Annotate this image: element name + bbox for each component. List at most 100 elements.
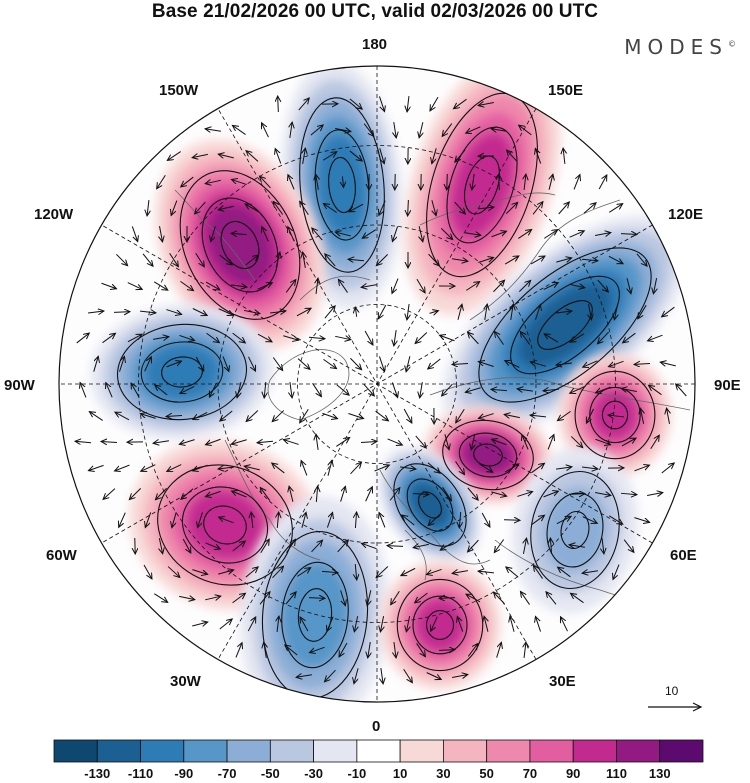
contour-line (406, 478, 454, 532)
wind-arrow (465, 387, 481, 393)
wind-arrow (350, 357, 361, 369)
wind-arrow (400, 467, 416, 469)
wind-arrow (323, 358, 336, 368)
colorbar-tick-label: -50 (260, 766, 280, 781)
wind-arrow (608, 360, 624, 366)
wind-arrow (478, 413, 494, 419)
wind-arrow (192, 622, 207, 626)
wind-arrow (416, 278, 425, 293)
lon-label-0: 0 (372, 718, 381, 735)
wind-arrow (636, 253, 647, 266)
wind-arrow (172, 512, 177, 527)
wind-arrow (285, 645, 298, 656)
wind-arrow (550, 538, 551, 555)
wind-arrow (316, 174, 319, 190)
wind-arrow (262, 123, 269, 138)
wind-arrow (419, 122, 423, 138)
wind-arrow (336, 384, 349, 395)
wind-arrow (219, 254, 233, 265)
colorbar-tick-label: -90 (174, 766, 194, 781)
wind-arrow (530, 256, 545, 265)
wind-arrow (360, 441, 377, 442)
reference-vector-label: 10 (665, 684, 679, 698)
wind-arrow (465, 233, 481, 236)
lon-label-90w: 90W (4, 377, 35, 394)
wind-arrow (563, 148, 565, 165)
wind-arrow (286, 539, 296, 553)
wind-arrow (155, 487, 167, 499)
wind-arrow (167, 566, 180, 578)
wind-arrow (507, 150, 518, 163)
wind-arrow (438, 650, 455, 651)
wind-arrow (511, 304, 514, 320)
wind-arrow (653, 278, 656, 294)
wind-arrow (296, 675, 312, 678)
wind-arrow (231, 233, 248, 234)
wind-arrow (348, 259, 365, 261)
contour-line (418, 491, 442, 519)
colorbar-tick-label: 110 (605, 766, 627, 781)
wind-arrow (517, 389, 533, 391)
wind-arrow (569, 231, 585, 238)
wind-arrow (531, 515, 545, 526)
colorbar-swatch (616, 739, 661, 763)
colorbar-swatch (356, 739, 401, 763)
wind-arrow (144, 357, 152, 372)
wind-arrow (322, 412, 337, 418)
wind-arrow (355, 307, 356, 317)
wind-arrow (80, 383, 87, 398)
wind-arrow (232, 125, 246, 135)
wind-arrow (457, 304, 462, 320)
wind-arrow (251, 512, 253, 529)
wind-arrow (290, 122, 292, 138)
wind-arrow (650, 435, 660, 450)
wind-arrow (102, 333, 116, 344)
wind-arrow (101, 282, 116, 289)
wind-arrow (232, 541, 246, 552)
wind-arrow (620, 493, 637, 494)
wind-arrow (300, 617, 309, 632)
wind-arrow (455, 149, 466, 162)
wind-arrow (573, 175, 580, 190)
colorbar-swatch (572, 739, 617, 763)
wind-arrow (491, 439, 507, 446)
wind-arrow (260, 488, 271, 501)
wind-arrow (546, 592, 557, 605)
wind-arrow (103, 488, 116, 500)
wind-arrow (155, 385, 168, 396)
colorbar-tick-label: -130 (84, 766, 111, 781)
wind-arrow (494, 331, 504, 345)
wind-arrow (530, 362, 546, 367)
wind-arrow (647, 493, 663, 496)
wind-arrow (378, 356, 384, 371)
wind-arrow (231, 285, 247, 287)
wind-arrow (379, 148, 384, 163)
meridian (217, 108, 537, 660)
contour-line (446, 126, 518, 244)
wind-arrow (335, 232, 351, 236)
wind-arrow (420, 382, 423, 398)
wind-arrow (455, 461, 464, 474)
wind-arrow (491, 389, 508, 390)
wind-arrow (362, 229, 377, 239)
wind-arrow (147, 199, 149, 216)
wind-arrow (504, 256, 519, 265)
contour-line (442, 419, 534, 491)
wind-arrow (246, 410, 259, 422)
wind-arrow (595, 438, 610, 444)
wind-arrow (244, 310, 260, 313)
wind-arrow (283, 335, 298, 340)
wind-arrow (325, 669, 336, 682)
wind-arrow (248, 356, 255, 371)
wind-arrow (484, 616, 488, 632)
wind-arrow (427, 462, 440, 473)
wind-arrow (523, 538, 526, 554)
wind-arrow (558, 202, 570, 215)
wind-arrow (301, 512, 306, 528)
wind-arrow (406, 616, 409, 632)
wind-arrow (348, 412, 363, 418)
wind-arrow (218, 308, 234, 316)
wind-arrow (558, 567, 571, 578)
wind-arrow (570, 436, 582, 447)
wind-arrow (310, 125, 323, 136)
